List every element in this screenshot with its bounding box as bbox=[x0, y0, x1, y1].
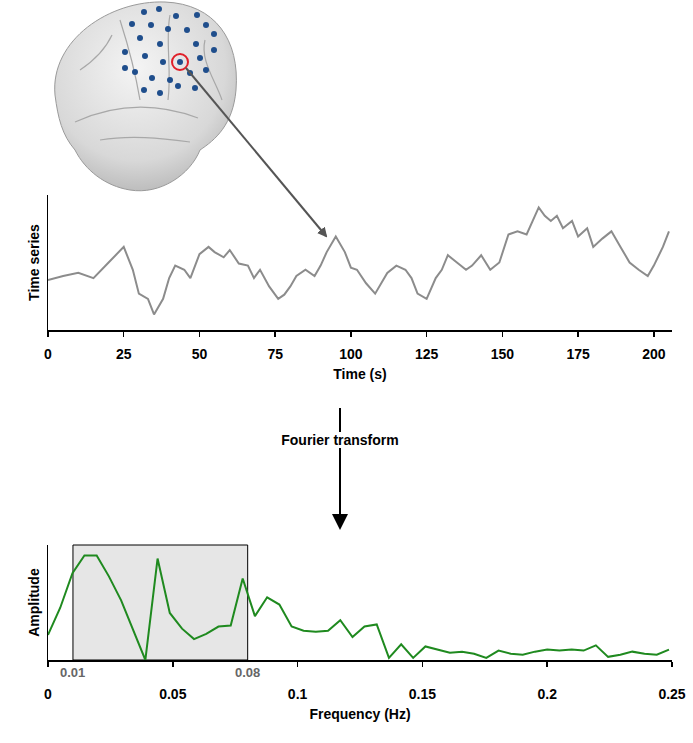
svg-text:175: 175 bbox=[566, 346, 590, 362]
svg-text:0.15: 0.15 bbox=[409, 686, 436, 702]
svg-text:125: 125 bbox=[415, 346, 439, 362]
svg-text:100: 100 bbox=[339, 346, 363, 362]
svg-text:Frequency (Hz): Frequency (Hz) bbox=[309, 706, 410, 722]
svg-text:75: 75 bbox=[267, 346, 283, 362]
svg-text:Fourier transform: Fourier transform bbox=[281, 432, 398, 448]
svg-text:0.2: 0.2 bbox=[537, 686, 557, 702]
svg-text:0: 0 bbox=[44, 346, 52, 362]
svg-text:Time (s): Time (s) bbox=[333, 366, 386, 382]
svg-text:0.05: 0.05 bbox=[159, 686, 186, 702]
svg-text:Amplitude: Amplitude bbox=[26, 568, 42, 637]
svg-text:0: 0 bbox=[44, 686, 52, 702]
svg-text:50: 50 bbox=[192, 346, 208, 362]
svg-text:0.08: 0.08 bbox=[235, 665, 260, 680]
svg-text:0.25: 0.25 bbox=[658, 686, 685, 702]
svg-text:150: 150 bbox=[491, 346, 515, 362]
svg-text:200: 200 bbox=[642, 346, 666, 362]
svg-text:0.1: 0.1 bbox=[288, 686, 308, 702]
svg-text:0.01: 0.01 bbox=[60, 665, 85, 680]
svg-text:Time series: Time series bbox=[26, 224, 42, 301]
svg-text:25: 25 bbox=[116, 346, 132, 362]
